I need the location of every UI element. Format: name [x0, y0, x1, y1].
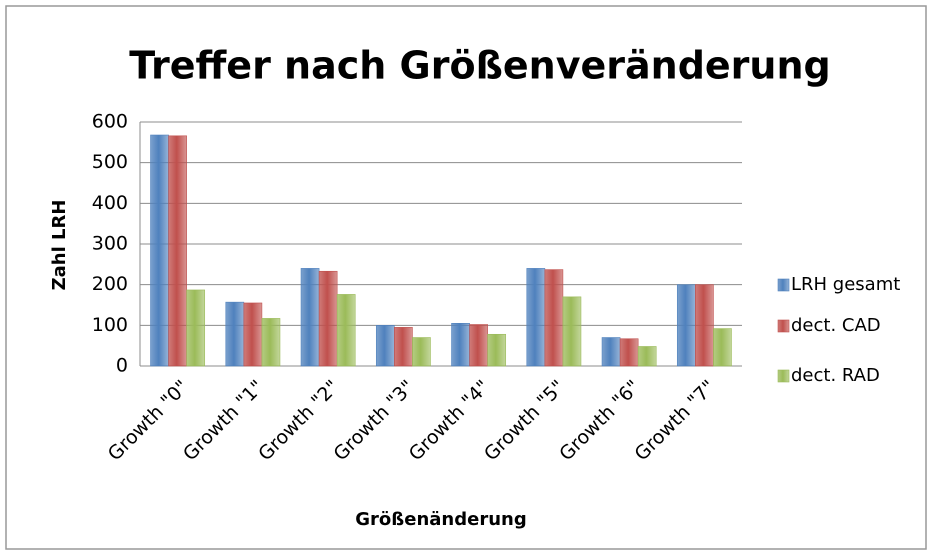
y-tick-label: 100	[92, 314, 128, 336]
bar	[713, 328, 732, 367]
bar	[637, 346, 657, 367]
y-axis-label: Zahl LRH	[49, 200, 70, 291]
bar	[225, 301, 245, 367]
bar	[261, 318, 281, 367]
bar	[186, 289, 206, 367]
bar	[375, 325, 395, 367]
y-tick-label: 500	[92, 151, 128, 173]
legend-label: LRH gesamt	[791, 274, 900, 295]
legend-swatch	[777, 319, 790, 333]
x-axis-label: Größenänderung	[355, 509, 526, 530]
bar	[676, 284, 696, 367]
bar	[544, 269, 564, 367]
bar	[619, 338, 639, 367]
bar	[487, 333, 507, 367]
bar	[318, 270, 338, 367]
legend-label: dect. CAD	[791, 315, 881, 336]
bar	[601, 337, 621, 367]
bar	[336, 294, 356, 367]
y-tick-label: 400	[92, 192, 128, 214]
legend-swatch	[777, 278, 790, 292]
legend-swatch	[777, 369, 790, 383]
y-tick-label: 200	[92, 273, 128, 295]
bar	[412, 337, 431, 367]
y-tick-label: 300	[92, 233, 128, 255]
chart-title: Treffer nach Größenveränderung	[129, 44, 830, 88]
bar	[451, 322, 470, 367]
y-tick-label: 0	[116, 355, 128, 377]
bar	[695, 284, 714, 367]
bar	[168, 135, 187, 367]
bar	[394, 327, 413, 367]
bar	[526, 268, 546, 367]
legend-label: dect. RAD	[791, 365, 880, 386]
bar	[469, 324, 488, 367]
bar	[300, 268, 320, 367]
bar	[150, 134, 169, 367]
y-tick-label: 600	[92, 111, 128, 133]
bar	[243, 302, 263, 367]
bar	[562, 296, 582, 367]
